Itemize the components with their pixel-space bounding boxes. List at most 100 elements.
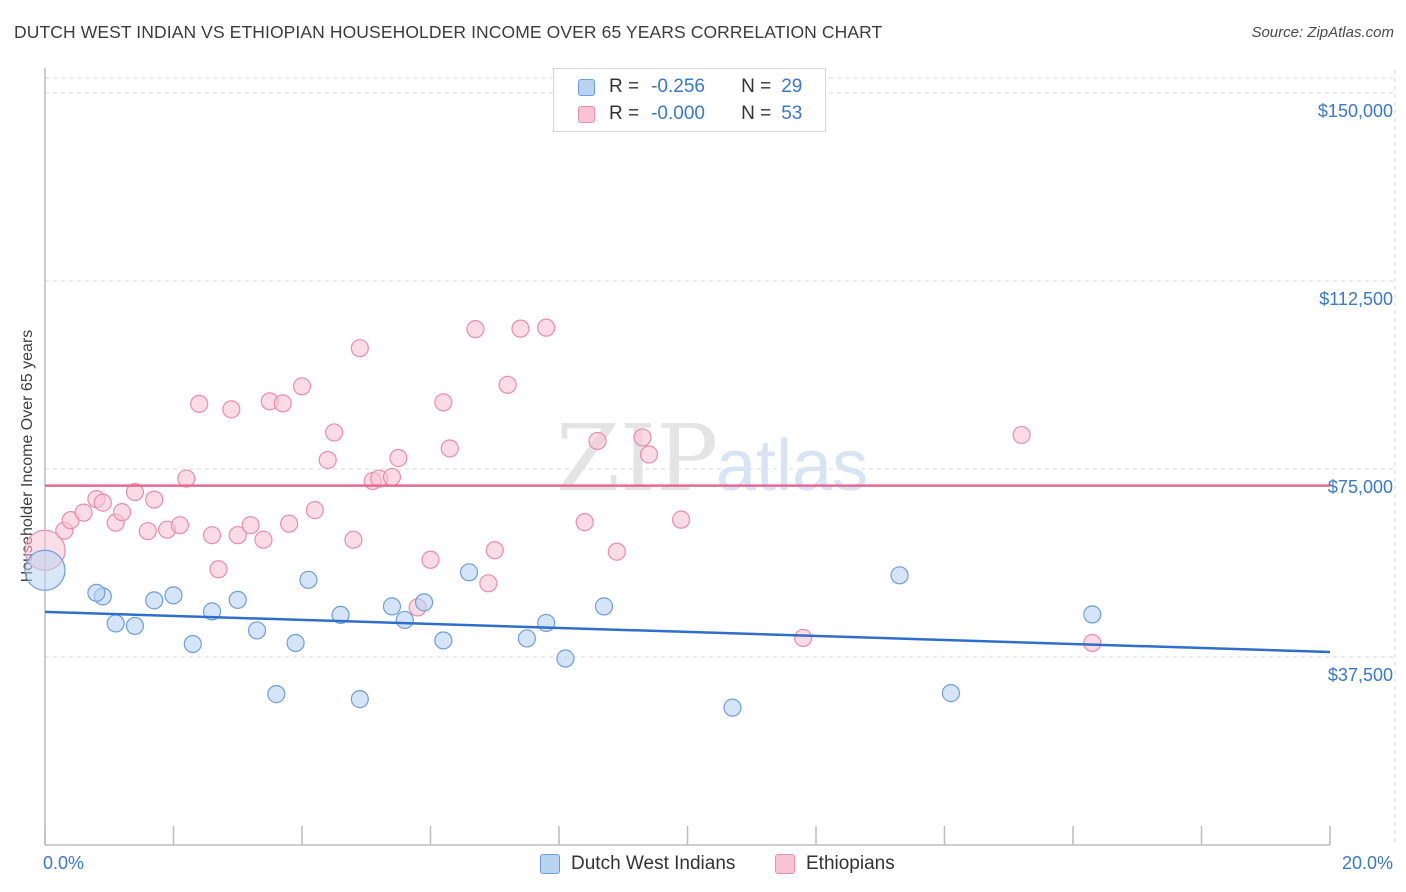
data-point xyxy=(671,510,691,529)
data-point xyxy=(1083,605,1102,624)
data-point xyxy=(517,629,536,648)
data-point xyxy=(389,448,408,468)
data-point xyxy=(588,431,607,451)
legend-n-value: 53 xyxy=(781,103,803,124)
legend-r-label: R = xyxy=(609,103,640,124)
data-point xyxy=(498,375,517,394)
data-point xyxy=(434,393,453,412)
data-point xyxy=(190,394,209,413)
legend-row-ethiopians: R = -0.000 N = 53 xyxy=(578,101,802,127)
legend-swatch-blue xyxy=(540,854,560,874)
data-point xyxy=(228,526,247,545)
bottom-legend-ethiopians: Ethiopians xyxy=(775,852,895,876)
data-point xyxy=(479,574,498,593)
data-point xyxy=(254,530,273,549)
data-point xyxy=(145,591,164,610)
data-point xyxy=(170,516,190,535)
bottom-legend-dutch-west-indians: Dutch West Indians xyxy=(540,852,735,876)
legend-r-value: -0.256 xyxy=(651,76,705,97)
y-tick-label: $150,000 xyxy=(1318,101,1393,121)
data-point xyxy=(1083,633,1102,653)
data-point xyxy=(164,586,183,605)
legend-n-value: 29 xyxy=(781,76,803,97)
legend-row-dutch-west-indians: R = -0.256 N = 29 xyxy=(578,74,802,100)
data-point xyxy=(202,602,222,621)
data-point xyxy=(138,522,157,541)
data-point xyxy=(794,628,813,648)
x-tick-label: 20.0% xyxy=(1342,853,1393,873)
data-point xyxy=(145,490,164,509)
y-tick-labels: $37,500 $75,000 $112,500 $150,000 xyxy=(1318,101,1393,685)
data-point xyxy=(594,597,614,616)
legend-series-label: Ethiopians xyxy=(806,853,895,874)
dutch-west-indians-points xyxy=(24,549,1102,717)
data-point xyxy=(344,530,363,549)
data-point xyxy=(93,493,112,512)
data-point xyxy=(209,560,228,579)
watermark-zip: ZIP xyxy=(556,405,718,512)
data-point xyxy=(299,570,318,589)
data-point xyxy=(723,698,742,717)
data-point xyxy=(325,423,344,442)
legend-r-value: -0.000 xyxy=(651,103,705,124)
legend-n-label: N = xyxy=(741,103,772,124)
data-point xyxy=(556,649,575,668)
data-point xyxy=(286,633,305,653)
data-point xyxy=(485,541,504,560)
x-tick-labels: 0.0% 20.0% xyxy=(43,853,1393,873)
data-point xyxy=(414,593,434,612)
data-point xyxy=(222,400,241,419)
trend-line-dutch-west-indians xyxy=(44,610,1331,654)
data-point xyxy=(382,597,402,616)
data-point xyxy=(247,621,267,640)
data-point xyxy=(434,631,453,650)
data-point xyxy=(395,610,414,630)
data-point xyxy=(382,467,402,487)
data-point xyxy=(241,516,260,535)
chart-title: DUTCH WEST INDIAN VS ETHIOPIAN HOUSEHOLD… xyxy=(14,22,883,42)
data-point xyxy=(421,550,440,569)
legend-swatch-blue xyxy=(578,78,595,96)
data-point xyxy=(633,428,652,447)
data-point xyxy=(1012,425,1031,445)
data-point xyxy=(350,690,369,709)
axis-layer xyxy=(44,68,1331,846)
data-point xyxy=(466,320,485,339)
data-point xyxy=(440,439,459,458)
data-point xyxy=(890,566,909,585)
legend-series-label: Dutch West Indians xyxy=(571,853,736,874)
data-point xyxy=(202,526,222,545)
data-point xyxy=(87,583,106,602)
data-point xyxy=(106,614,125,633)
data-point xyxy=(318,450,337,470)
data-point xyxy=(305,501,324,520)
y-tick-label: $37,500 xyxy=(1328,665,1393,685)
correlation-legend: R = -0.256 N = 29 R = -0.000 N = 53 xyxy=(553,68,826,132)
data-point xyxy=(112,503,132,522)
watermark-atlas: atlas xyxy=(716,426,868,506)
data-point xyxy=(24,549,66,591)
data-point xyxy=(177,469,196,488)
data-point xyxy=(511,319,530,338)
data-point xyxy=(350,339,369,358)
legend-r-label: R = xyxy=(609,76,640,97)
data-point xyxy=(941,684,961,703)
legend-swatch-pink xyxy=(578,105,595,123)
data-point xyxy=(74,503,93,522)
data-point xyxy=(607,542,626,561)
data-point xyxy=(280,514,299,533)
legend-swatch-pink xyxy=(775,854,795,874)
y-tick-label: $75,000 xyxy=(1328,477,1393,497)
data-point xyxy=(575,513,594,532)
trend-lines xyxy=(44,484,1331,654)
data-point xyxy=(273,394,292,413)
data-point xyxy=(331,605,350,625)
data-point xyxy=(459,563,479,582)
data-point xyxy=(267,685,286,704)
y-tick-label: $112,500 xyxy=(1319,289,1393,309)
data-point xyxy=(228,590,247,609)
source-credit: Source: ZipAtlas.com xyxy=(1251,24,1394,41)
legend-n-label: N = xyxy=(741,76,772,97)
data-point xyxy=(125,616,145,636)
